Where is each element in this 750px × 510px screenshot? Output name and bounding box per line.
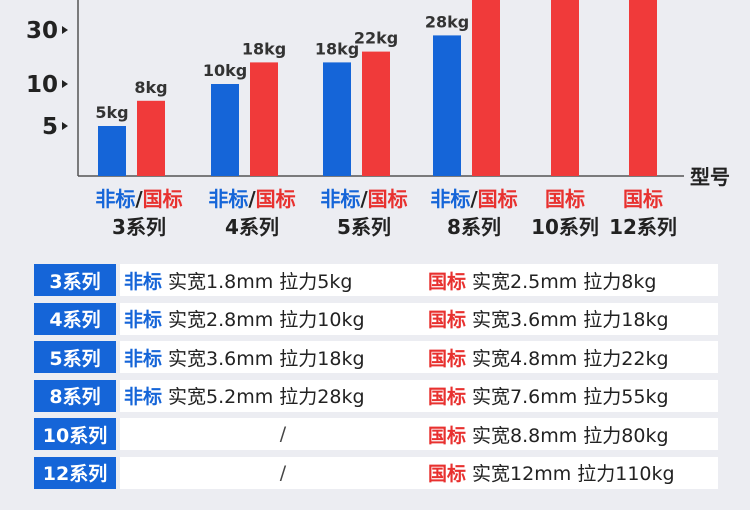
spec-text: 实宽3.6mm 拉力18kg: [168, 347, 365, 370]
bar-value-label: 18kg: [242, 39, 286, 58]
national-tag: 国标: [428, 309, 467, 331]
national-tag: 国标: [428, 424, 467, 447]
bar-national: [362, 51, 390, 176]
national-spec-cell: 国标 实宽3.6mm 拉力18kg: [418, 302, 718, 335]
bar-non-standard: [433, 35, 461, 177]
series-cell: 8系列: [34, 379, 116, 412]
category-tag-label: 国标: [545, 187, 585, 211]
non-standard-spec-cell: 非标 实宽1.8mm 拉力5kg: [120, 264, 446, 296]
non-standard-spec-cell: 非标 实宽5.2mm 拉力28kg: [120, 379, 446, 412]
category-tag-label: 非标/国标: [320, 187, 407, 211]
bar-national: [137, 100, 165, 176]
y-tick-label: 30: [26, 18, 58, 44]
series-cell: 10系列: [34, 418, 116, 450]
bar-value-label: 5kg: [95, 103, 128, 122]
category-tag-label: 国标: [623, 187, 663, 211]
spec-text: 实宽5.2mm 拉力28kg: [168, 386, 365, 408]
bar-value-label: 18kg: [315, 39, 359, 58]
spec-text: /: [279, 423, 287, 445]
y-tick-arrow: [62, 122, 68, 130]
series-cell: 12系列: [34, 456, 116, 489]
national-spec-cell: 国标 实宽7.6mm 拉力55kg: [418, 379, 718, 412]
non-standard-spec-cell: 非标 实宽3.6mm 拉力18kg: [120, 341, 446, 373]
spec-text: 实宽2.5mm 拉力8kg: [472, 270, 657, 293]
non-standard-tag: 非标: [124, 347, 163, 370]
series-cell: 5系列: [34, 341, 116, 373]
category-tag-label: 非标/国标: [208, 187, 295, 211]
category-name-label: 10系列: [531, 215, 599, 239]
bar-national: [629, 0, 657, 176]
bar-non-standard: [211, 84, 239, 176]
category-name-label: 5系列: [337, 215, 391, 239]
category-tag-label: 非标/国标: [430, 187, 517, 211]
non-standard-spec-cell: /: [120, 418, 446, 450]
bar-value-label: 28kg: [425, 12, 469, 31]
category-tag-label: 非标/国标: [95, 187, 182, 211]
national-tag: 国标: [428, 347, 467, 370]
x-axis-label: 型号: [690, 165, 730, 189]
series-cell: 4系列: [34, 302, 116, 335]
non-standard-tag: 非标: [124, 270, 163, 293]
category-name-label: 8系列: [447, 215, 501, 239]
spec-text: 实宽1.8mm 拉力5kg: [168, 270, 353, 293]
spec-text: 实宽7.6mm 拉力55kg: [472, 386, 669, 408]
category-name-label: 4系列: [225, 215, 279, 239]
bar-non-standard: [98, 126, 126, 176]
national-tag: 国标: [428, 386, 467, 408]
bar-national: [250, 62, 278, 176]
spec-text: /: [279, 461, 287, 484]
category-name-label: 3系列: [112, 215, 166, 239]
category-name-label: 12系列: [609, 215, 677, 239]
national-spec-cell: 国标 实宽12mm 拉力110kg: [418, 456, 718, 489]
non-standard-tag: 非标: [124, 386, 163, 408]
bar-national: [551, 0, 579, 176]
national-spec-cell: 国标 实宽8.8mm 拉力80kg: [418, 418, 718, 450]
spec-text: 实宽8.8mm 拉力80kg: [472, 424, 669, 447]
bar-chart: 型号 30 10 5 5kg 8kg 非标/国标 3系列 10kg 18kg 非标/国标 4系列 18k…: [26, 0, 730, 239]
series-cell: 3系列: [34, 264, 116, 296]
y-tick-arrow: [62, 26, 68, 34]
bar-value-label: 22kg: [354, 29, 398, 48]
non-standard-tag: 非标: [124, 309, 163, 331]
non-standard-spec-cell: /: [120, 456, 446, 489]
bar-national: [472, 0, 500, 176]
bar-value-label: 8kg: [134, 78, 167, 97]
y-tick-label: 10: [26, 72, 58, 98]
bar-value-label: 10kg: [203, 61, 247, 80]
national-spec-cell: 国标 实宽2.5mm 拉力8kg: [418, 264, 718, 296]
spec-text: 实宽12mm 拉力110kg: [472, 463, 675, 485]
national-tag: 国标: [428, 463, 467, 485]
y-tick-label: 5: [42, 114, 58, 140]
non-standard-spec-cell: 非标 实宽2.8mm 拉力10kg: [120, 302, 446, 335]
national-tag: 国标: [428, 270, 467, 293]
y-tick-arrow: [62, 80, 68, 88]
spec-text: 实宽3.6mm 拉力18kg: [472, 309, 669, 331]
spec-text: 实宽4.8mm 拉力22kg: [472, 347, 669, 370]
spec-text: 实宽2.8mm 拉力10kg: [168, 309, 365, 331]
national-spec-cell: 国标 实宽4.8mm 拉力22kg: [418, 341, 718, 373]
bar-non-standard: [323, 62, 351, 176]
